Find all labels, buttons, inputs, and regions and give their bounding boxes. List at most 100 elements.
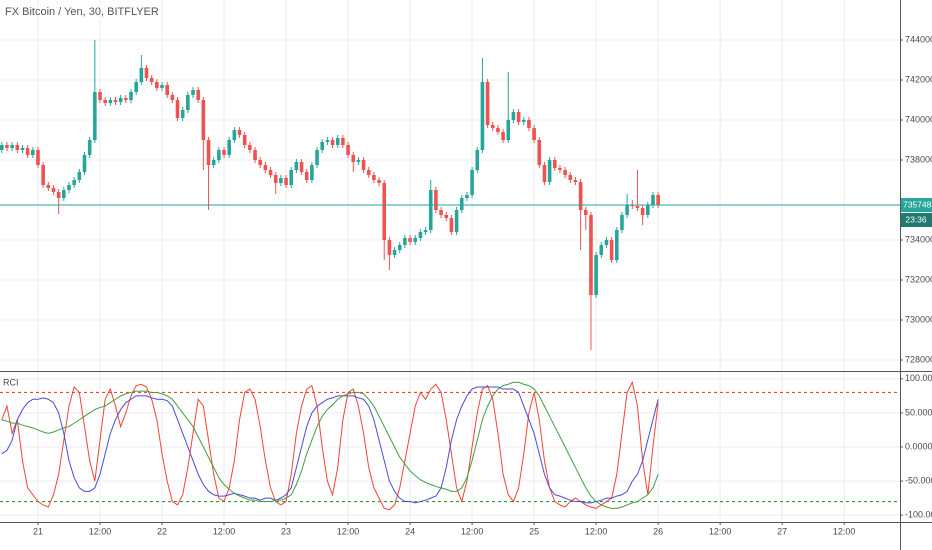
candle-body [222, 150, 226, 155]
x-tick-label: 22 [157, 526, 167, 536]
candle-body [403, 238, 407, 245]
x-tick-label: 21 [33, 526, 43, 536]
candle-body [217, 150, 221, 160]
candle-body [124, 98, 128, 100]
candle-body [284, 178, 288, 185]
candle-body [485, 82, 490, 125]
y-tick-label: 728000.00 [905, 354, 932, 364]
candle-body [651, 195, 655, 205]
countdown-box [901, 213, 932, 228]
candle-body [640, 208, 645, 215]
candle-body [103, 100, 107, 103]
candle-body [304, 172, 309, 180]
candle-body [258, 160, 263, 165]
candle-body [382, 183, 387, 240]
candle-body [206, 140, 211, 165]
x-tick-label: 12:00 [213, 526, 236, 536]
candle-body [439, 210, 443, 215]
candle-body [444, 215, 449, 218]
candle-body [516, 112, 521, 122]
candle-body [175, 100, 180, 118]
candle-body [186, 95, 190, 110]
candle-body [646, 205, 650, 215]
candle-body [149, 78, 154, 82]
candle-body [310, 165, 314, 180]
candle-body [506, 120, 511, 140]
candle-body [227, 140, 231, 155]
x-tick-label: 12:00 [585, 526, 608, 536]
x-tick-label: 12:00 [337, 526, 360, 536]
candle-body [41, 165, 45, 185]
candle-body [614, 230, 619, 260]
candle-body [15, 145, 20, 150]
marks [0, 40, 900, 511]
candle-body [475, 150, 480, 170]
y-tick-label: 740000.00 [905, 114, 932, 124]
candle-body [144, 68, 149, 78]
candle-body [170, 95, 175, 100]
candle-body [87, 140, 92, 155]
candle-body [521, 120, 526, 122]
x-tick-label: 12:00 [833, 526, 856, 536]
candle-body [578, 182, 583, 210]
candle-body [237, 130, 242, 135]
y-tick-label: -50.0000 [905, 475, 932, 485]
candle-body [268, 170, 273, 175]
x-tick-label: 25 [529, 526, 539, 536]
last-price-label: 735748.00 [903, 199, 932, 209]
candle-body [36, 150, 40, 165]
candle-body [279, 178, 283, 183]
candle-body [454, 210, 459, 232]
candle-body [434, 190, 438, 210]
grid [0, 0, 900, 522]
candle-body [594, 255, 598, 295]
candle-body [449, 218, 454, 232]
candle-body [160, 85, 164, 88]
candle-body [134, 82, 138, 92]
candle-body [330, 140, 335, 145]
candle-body [294, 162, 299, 170]
candle-body [397, 245, 402, 250]
candle-body [537, 140, 542, 165]
candle-body [211, 160, 216, 165]
candle-body [656, 195, 660, 206]
candle-body [242, 135, 247, 145]
candle-body [377, 180, 381, 183]
candle-body [480, 82, 485, 150]
candle-body [542, 165, 547, 182]
candle-body [583, 210, 588, 215]
candle-body [356, 160, 361, 162]
rci-line [1, 386, 659, 504]
candle-body [532, 128, 536, 140]
candle-body [263, 165, 268, 170]
candle-body [609, 240, 614, 260]
candle-body [20, 148, 25, 150]
candle-body [341, 138, 345, 145]
candle-body [625, 205, 629, 215]
candle-body [496, 128, 500, 132]
candle-body [253, 150, 257, 160]
candle-body [511, 112, 516, 120]
candle-body [465, 195, 469, 198]
candle-body [558, 168, 562, 170]
candle-body [635, 206, 640, 208]
candle-body [563, 170, 567, 175]
candle-body [346, 145, 350, 155]
candle-body [51, 188, 56, 192]
candle-body [82, 155, 87, 172]
x-tick-label: 27 [777, 526, 787, 536]
last-price-box [901, 198, 932, 213]
candle-body [155, 82, 159, 88]
candle-body [98, 92, 102, 100]
y-tick-label: 738000.00 [905, 154, 932, 164]
candle-body [320, 142, 325, 150]
y-tick-label: 0.0000 [905, 441, 932, 451]
candle-body [196, 90, 200, 100]
candle-body [325, 140, 330, 142]
candle-body [10, 145, 14, 148]
candle-body [56, 192, 61, 198]
candle-body [72, 180, 76, 185]
candle-body [408, 238, 412, 242]
